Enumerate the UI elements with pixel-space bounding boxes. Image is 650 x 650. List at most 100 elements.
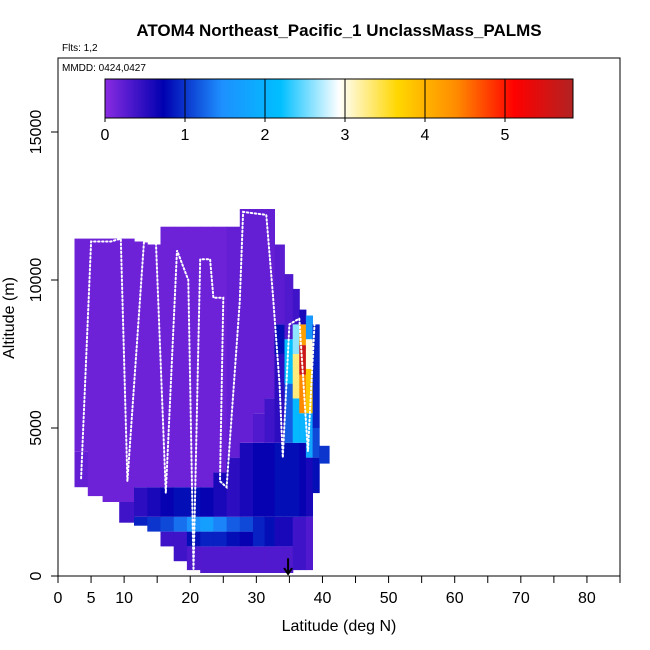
heatmap-cell [226,226,241,458]
heatmap-cell [305,315,313,340]
heatmap-cell [299,309,307,325]
colorbar: 0 1 2 3 4 5 [101,78,574,144]
heatmap-cell [264,546,275,573]
x-tick-label: 0 [54,590,63,607]
heatmap-cell [305,368,313,414]
heatmap-cell [173,487,188,517]
heatmap-cell [274,442,285,517]
heatmap-cell [173,516,188,532]
heatmap-cell [274,324,285,354]
x-axis-label: Latitude (deg N) [282,618,397,635]
heatmap-cell [305,516,313,571]
heatmap-cell [239,209,254,443]
heatmap-cell [264,516,275,547]
heatmap-cell [226,546,241,573]
x-tick-label: 50 [380,590,398,607]
chart-title: ATOM4 Northeast_Pacific_1 UnclassMass_PA… [136,21,541,40]
heatmap-cell [213,546,228,573]
y-axis: 0 5000 10000 15000 [28,110,58,580]
x-tick-label: 5 [87,590,96,607]
heatmap-cell [200,531,214,547]
plot-frame [57,57,621,577]
heatmap-cell [264,398,275,443]
heatmap-cell [264,442,275,517]
heatmap-cell [253,546,266,573]
heatmap-cell [284,339,294,384]
x-axis: 0 5 10 20 30 40 50 60 70 80 [54,576,621,607]
heatmap-cell [312,428,320,458]
x-tick-label: 70 [512,590,530,607]
heatmap-cell [253,442,266,517]
heatmap-cell [200,226,214,488]
heatmap-cell [284,274,294,340]
heatmap-cell [134,487,148,517]
heatmap-cell [292,324,300,354]
heatmap-cell [299,374,307,414]
x-tick-label: 30 [247,590,265,607]
colorbar-scale [104,78,574,119]
heatmap-cell [160,487,175,517]
flight-track-line [80,210,316,571]
colorbar-tick-label: 2 [261,127,270,144]
y-tick-label: 0 [28,571,45,580]
dates-label: MMDD: 0424,0427 [62,63,146,74]
heatmap-cell [284,442,294,517]
heatmap-cell [292,398,300,443]
heatmap-cell [147,516,161,532]
x-tick-label: 20 [181,590,199,607]
heatmap-cell [299,442,307,517]
heatmap-cell [292,288,300,325]
heatmap-cell [319,445,330,464]
y-tick-label: 5000 [28,410,45,446]
heatmap-cell [160,226,175,488]
heatmap-cell [160,531,175,547]
heatmap-cell [299,324,307,346]
flight-track [80,210,316,571]
heatmap-cells [74,209,330,573]
heatmap-cell [274,546,285,573]
heatmap-cell [226,457,241,517]
colorbar-tick-label: 1 [181,127,190,144]
heatmap-cell [119,502,135,523]
heatmap-cell [239,442,254,517]
heatmap-cell [292,442,300,517]
heatmap-cell [274,244,285,325]
heatmap-cell [299,516,307,571]
x-tick-label: 10 [115,590,133,607]
heatmap-cell [200,487,214,517]
heatmap-cell [186,226,201,488]
heatmap-cell [264,209,275,399]
y-tick-label: 15000 [28,110,45,155]
heatmap-cell [253,516,266,547]
heatmap-cell [239,531,254,547]
heatmap-cell [299,413,307,443]
heatmap-cell [305,339,313,369]
colorbar-tick-label: 5 [501,127,510,144]
flights-label: Flts: 1,2 [62,43,98,54]
colorbar-tick-label: 4 [421,127,430,144]
colorbar-tick-label: 3 [341,127,350,144]
heatmap-cell [253,413,266,443]
heatmap-cell [147,487,161,517]
x-tick-label: 60 [446,590,464,607]
heatmap-cell [186,487,201,517]
x-tick-label: 80 [578,590,596,607]
heatmap-cell [226,516,241,532]
y-tick-label: 10000 [28,258,45,303]
heatmap-cell [292,354,300,399]
heatmap-cell [160,516,175,532]
heatmap-cell [239,546,254,573]
heatmap-cell [200,516,214,532]
heatmap-cell [274,516,285,547]
heatmap-cell [173,226,188,488]
heatmap-cell [284,516,294,547]
marker-arrow-head [283,567,293,576]
x-tick-label: 40 [314,590,332,607]
heatmap-cell [213,531,228,547]
heatmap-cell [200,546,214,573]
heatmap-cell [186,546,201,571]
heatmap-cell [239,516,254,532]
heatmap-cell [102,238,120,502]
heatmap-cell [253,209,266,414]
